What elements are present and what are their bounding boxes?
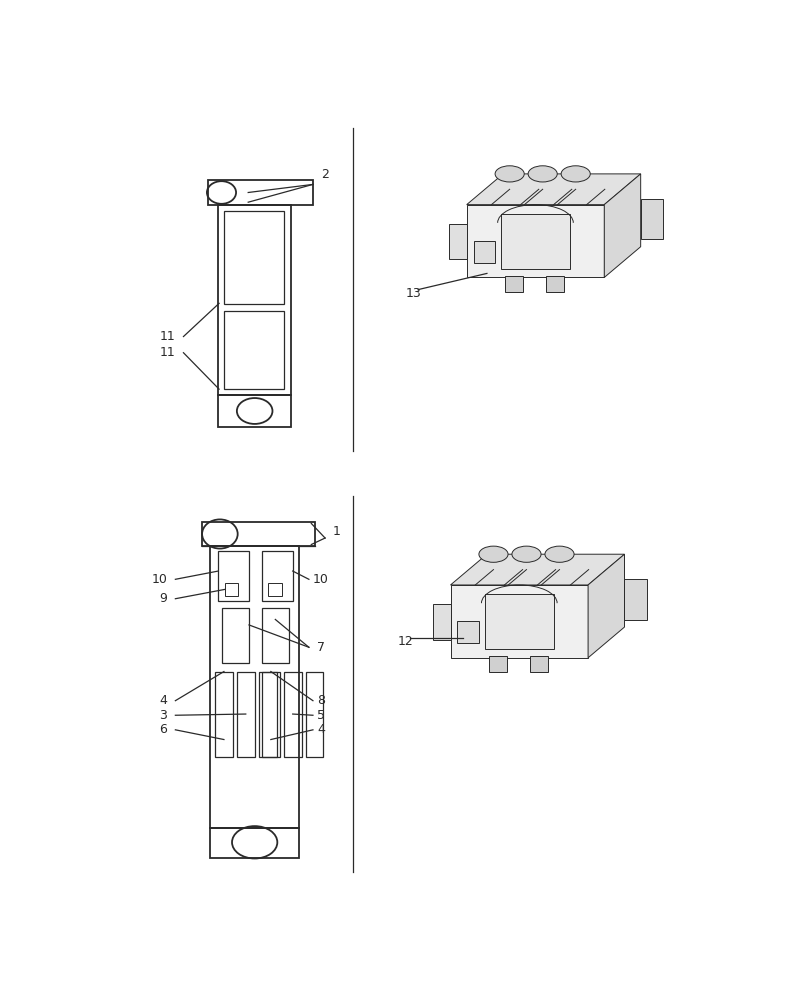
Bar xyxy=(218,205,290,395)
Bar xyxy=(208,180,312,205)
Text: 6: 6 xyxy=(159,723,167,736)
Text: 13: 13 xyxy=(406,287,421,300)
Text: 1: 1 xyxy=(333,525,341,538)
Bar xyxy=(268,583,282,596)
Bar xyxy=(210,546,298,828)
Bar xyxy=(624,579,646,620)
Bar xyxy=(284,672,301,757)
Bar xyxy=(305,672,323,757)
Bar xyxy=(530,656,547,672)
Bar xyxy=(262,672,280,757)
Bar xyxy=(500,214,569,269)
Bar xyxy=(259,672,277,757)
Text: 4: 4 xyxy=(316,723,324,736)
Ellipse shape xyxy=(527,166,556,182)
Text: 4: 4 xyxy=(159,694,167,707)
Polygon shape xyxy=(603,174,640,277)
Text: 2: 2 xyxy=(320,168,328,181)
Bar xyxy=(432,604,450,640)
Ellipse shape xyxy=(511,546,540,562)
Polygon shape xyxy=(587,554,624,658)
Bar xyxy=(224,311,284,389)
Ellipse shape xyxy=(478,546,508,562)
Bar xyxy=(457,621,478,643)
Polygon shape xyxy=(466,174,640,205)
Polygon shape xyxy=(466,205,603,277)
Bar xyxy=(215,672,233,757)
Text: 3: 3 xyxy=(159,709,167,722)
Bar xyxy=(262,551,292,601)
Text: 10: 10 xyxy=(312,573,328,586)
Polygon shape xyxy=(450,585,587,658)
Text: 12: 12 xyxy=(397,635,413,648)
Bar xyxy=(488,656,506,672)
Bar xyxy=(546,276,564,292)
Text: 5: 5 xyxy=(316,709,324,722)
Text: 11: 11 xyxy=(160,346,175,359)
Ellipse shape xyxy=(495,166,524,182)
Polygon shape xyxy=(450,554,624,585)
Ellipse shape xyxy=(544,546,573,562)
Bar xyxy=(237,672,255,757)
Bar xyxy=(222,608,249,663)
Ellipse shape xyxy=(560,166,590,182)
Bar xyxy=(484,594,553,649)
Bar xyxy=(218,395,290,427)
Bar xyxy=(202,522,315,546)
Bar xyxy=(262,608,288,663)
Text: 10: 10 xyxy=(151,573,167,586)
Text: 9: 9 xyxy=(159,592,167,605)
Text: 7: 7 xyxy=(316,641,324,654)
Bar xyxy=(225,583,238,596)
Bar xyxy=(448,224,466,259)
Text: 11: 11 xyxy=(160,330,175,343)
Bar xyxy=(218,551,249,601)
Bar xyxy=(640,199,663,239)
Bar xyxy=(473,241,495,263)
Bar xyxy=(504,276,522,292)
Bar xyxy=(210,828,298,858)
Text: 8: 8 xyxy=(316,694,324,707)
Bar xyxy=(224,211,284,304)
